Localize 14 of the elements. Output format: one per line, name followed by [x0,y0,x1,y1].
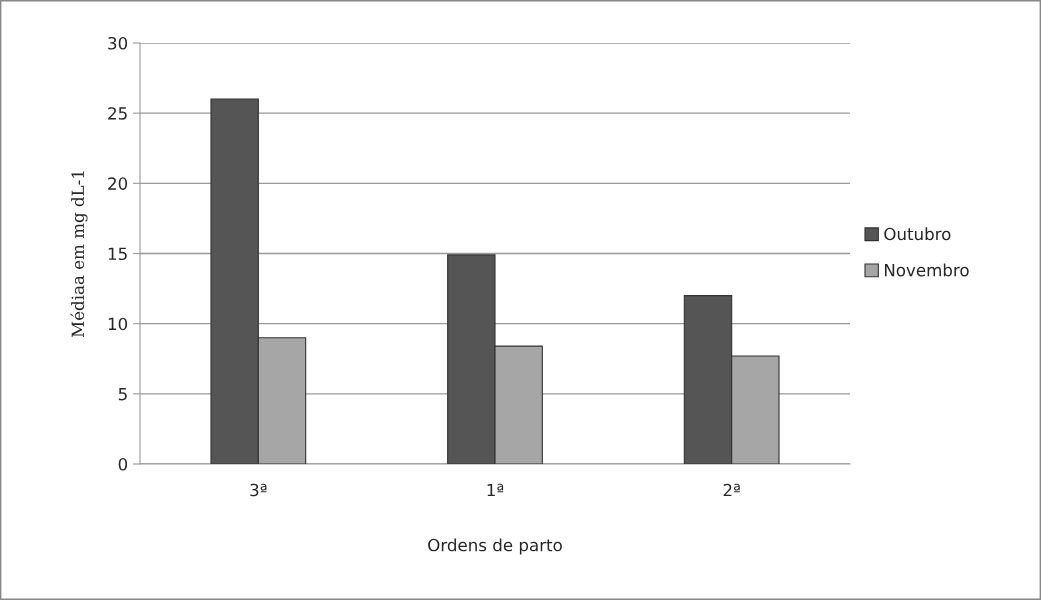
y-tick-label: 15 [108,247,127,261]
x-tick-label: 1ª [487,483,504,497]
y-tick-label: 0 [118,457,128,471]
legend-label: Outubro [884,227,951,241]
y-tick-label: 30 [108,36,128,50]
x-tick-label: 3ª [250,483,267,497]
x-tick-label: 2ª [723,483,740,497]
x-axis-title: Ordens de parto [428,538,562,555]
y-axis-title: Médiaa em mg dL-1 [70,171,88,338]
y-tick-label: 20 [108,177,128,190]
legend-label: Novembro [884,263,969,277]
y-tick-label: 25 [108,107,127,120]
y-tick-label: 10 [108,317,128,331]
y-tick-label: 5 [118,388,127,401]
